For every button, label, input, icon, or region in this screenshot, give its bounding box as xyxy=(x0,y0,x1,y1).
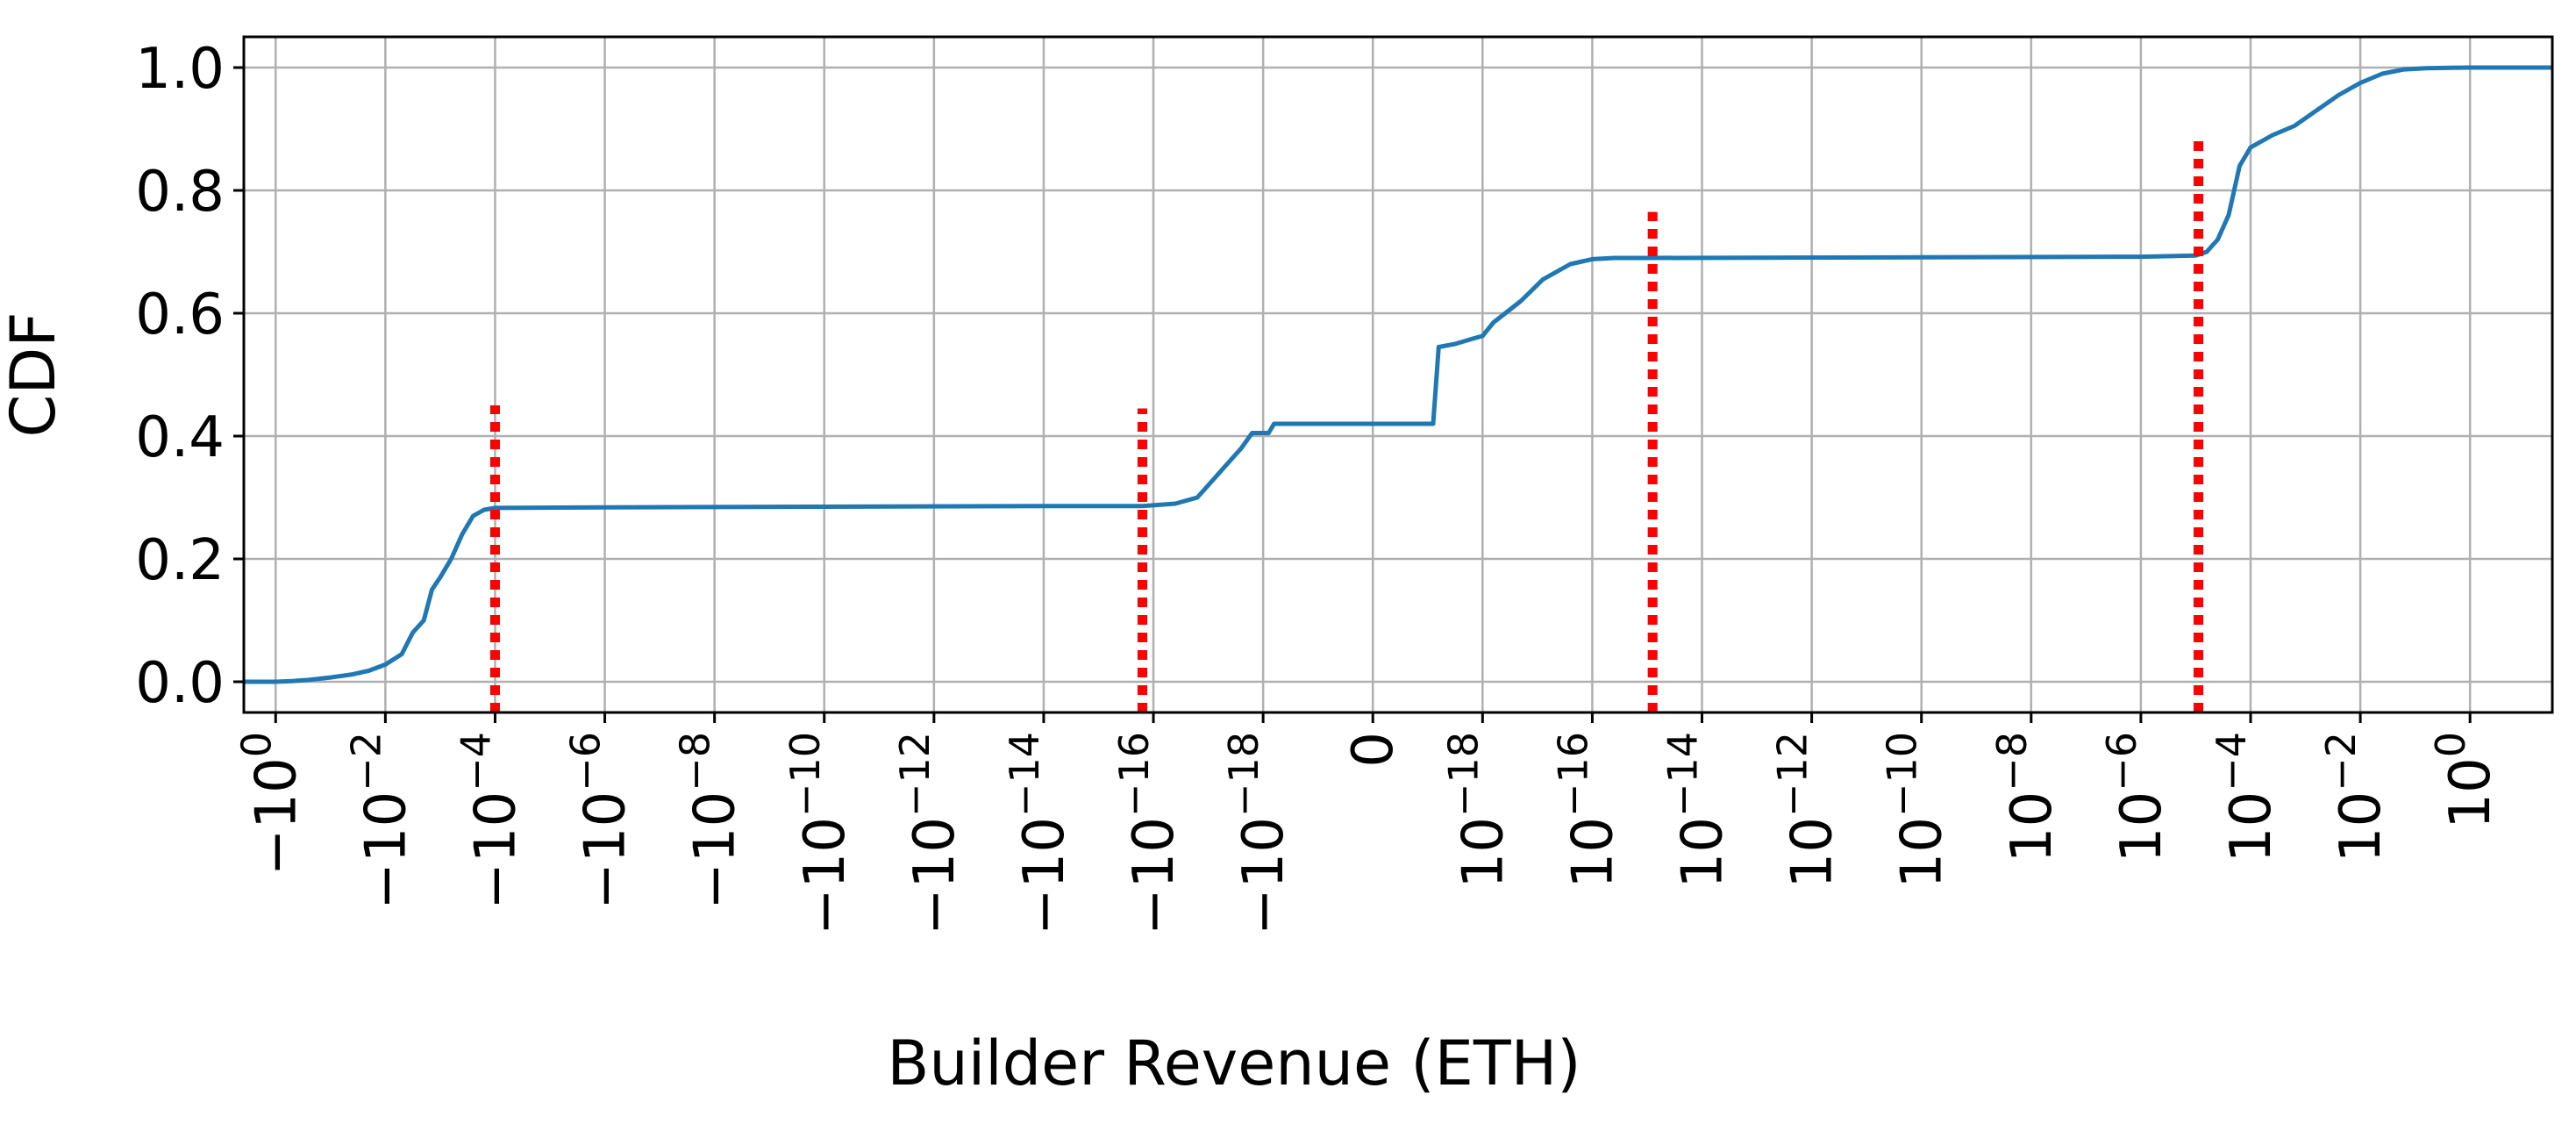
x-tick-label: 10−16 xyxy=(1549,732,1625,889)
y-tick-label: 0.0 xyxy=(135,651,225,716)
reference-lines xyxy=(489,141,2204,712)
x-tick-label: 10−12 xyxy=(1769,732,1845,889)
x-axis-label: Builder Revenue (ETH) xyxy=(887,1027,1581,1099)
grid-lines xyxy=(244,37,2552,712)
x-tick-label: 10−10 xyxy=(1879,732,1955,889)
y-tick-label: 1.0 xyxy=(135,37,225,102)
x-tick-label: −10−8 xyxy=(672,732,748,910)
x-tick-label: −10−18 xyxy=(1220,732,1296,935)
x-tick-label: −10−4 xyxy=(452,732,528,910)
series-layer xyxy=(244,65,2552,684)
y-axis-ticks: 0.0 0.2 0.4 0.6 0.8 1.0 xyxy=(135,37,244,716)
x-tick-label: 100 xyxy=(2427,732,2503,829)
x-tick-label: 10−14 xyxy=(1659,732,1736,889)
y-tick-label: 0.8 xyxy=(135,160,225,225)
plot-frame xyxy=(242,35,2554,714)
x-tick-label: 0 xyxy=(1341,732,1406,768)
x-tick-label: 10−6 xyxy=(2098,732,2174,863)
x-tick-label: 10−8 xyxy=(1988,732,2065,863)
x-tick-label: 10−18 xyxy=(1439,732,1516,889)
x-tick-label: 10−2 xyxy=(2317,732,2394,863)
x-tick-label: −10−16 xyxy=(1110,732,1187,935)
x-tick-label: −10−2 xyxy=(342,732,418,910)
x-tick-label: 10−4 xyxy=(2208,732,2284,863)
x-axis-ticks: −100 −10−2 −10−4 −10−6 −10−8 −10−10 −10−12 −10−… xyxy=(232,712,2503,935)
x-tick-label: −10−12 xyxy=(891,732,967,935)
y-tick-label: 0.6 xyxy=(135,283,225,347)
x-tick-label: −10−6 xyxy=(562,732,639,910)
y-axis-label: CDF xyxy=(0,311,69,437)
x-tick-label: −10−10 xyxy=(781,732,858,935)
x-tick-label: −10−14 xyxy=(1001,732,1077,935)
cdf-series-line xyxy=(244,65,2552,684)
x-tick-label: −100 xyxy=(232,732,309,876)
y-tick-label: 0.2 xyxy=(135,528,225,593)
y-tick-label: 0.4 xyxy=(135,405,225,470)
